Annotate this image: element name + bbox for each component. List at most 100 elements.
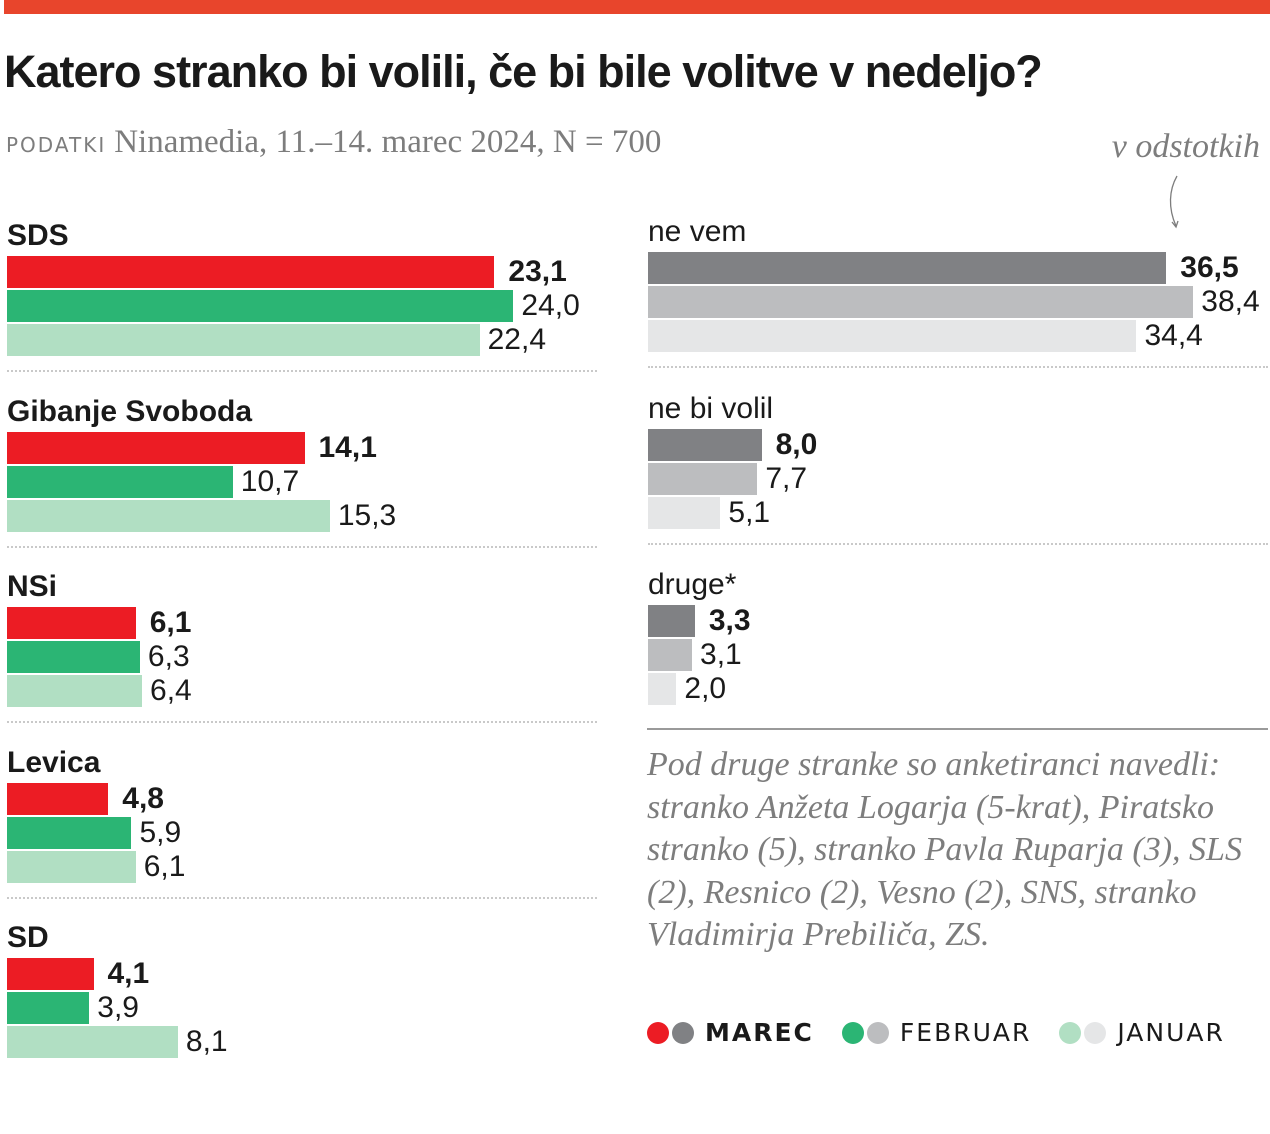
value-label: 10,7 <box>240 464 300 498</box>
bar-januar <box>7 1026 178 1058</box>
value-label: 8,1 <box>185 1025 228 1058</box>
unit-note: v odstotkih <box>1111 128 1260 165</box>
bar-januar <box>648 673 677 705</box>
bar-row: 8,0 <box>648 428 817 463</box>
bar-row: 4,1 <box>7 957 149 992</box>
value-label: 23,1 <box>508 255 567 288</box>
bar-marec <box>7 782 109 815</box>
category-label: Levica <box>7 745 101 779</box>
bar-row: 3,9 <box>7 991 139 1026</box>
value-label: 6,4 <box>150 674 192 707</box>
bar-row: 5,9 <box>7 816 181 851</box>
bar-row: 6,1 <box>7 850 185 885</box>
bar-row: 8,1 <box>7 1025 228 1060</box>
value-label: 2,0 <box>684 672 727 705</box>
legend-dot-marec <box>647 1021 669 1044</box>
bar-februar <box>648 462 758 495</box>
legend-item-marec: MAREC <box>647 1018 814 1047</box>
category-label: ne vem <box>648 215 747 248</box>
bar-row: 2,0 <box>648 672 736 707</box>
bar-januar <box>7 675 143 707</box>
bar-marec <box>648 252 1167 284</box>
bar-marec <box>648 605 695 637</box>
bar-marec <box>7 958 94 990</box>
category-label: ne bi volil <box>648 391 774 425</box>
group-divider <box>7 896 597 899</box>
value-label: 36,5 <box>1180 251 1239 284</box>
value-label: 34,4 <box>1144 319 1203 352</box>
bar-row: 6,4 <box>7 674 192 709</box>
bar-row: 24,0 <box>7 289 580 324</box>
bar-group: SD 4,1 3,9 8,1 <box>7 918 228 1060</box>
legend: MAREC FEBRUAR JANUAR <box>647 1018 1225 1047</box>
value-label: 6,1 <box>143 849 186 883</box>
bar-marec <box>7 256 495 288</box>
bar-januar <box>7 850 136 883</box>
bar-februar <box>7 290 514 322</box>
bar-row: 3,3 <box>648 604 751 639</box>
top-accent-bar <box>4 0 1270 14</box>
bar-row: 34,4 <box>648 319 1203 354</box>
category-label: SDS <box>7 219 69 252</box>
legend-dot-januar-grey <box>1084 1021 1107 1044</box>
bar-januar <box>7 324 480 356</box>
legend-label: JANUAR <box>1117 1018 1225 1047</box>
bar-marec <box>7 607 136 639</box>
footnote: Pod druge stranke so anketiranci navedli… <box>647 746 1242 953</box>
source-label: PODATKI <box>6 133 107 157</box>
legend-dot-februar-grey <box>866 1021 889 1044</box>
bar-group: ne vem 36,5 38,4 34,4 <box>648 212 1260 354</box>
bar-februar <box>7 465 233 498</box>
group-divider <box>648 542 1268 545</box>
value-label: 15,3 <box>337 498 397 532</box>
bar-row: 22,4 <box>7 323 546 358</box>
legend-dot-januar <box>1059 1021 1082 1044</box>
value-label: 5,1 <box>728 495 771 529</box>
legend-item-januar: JANUAR <box>1059 1018 1225 1047</box>
value-label: 24,0 <box>521 289 580 322</box>
value-label: 3,1 <box>700 638 742 671</box>
value-label: 14,1 <box>318 430 377 464</box>
bar-row: 3,1 <box>648 638 742 673</box>
category-label: Gibanje Svoboda <box>7 394 253 428</box>
legend-item-februar: FEBRUAR <box>841 1018 1032 1047</box>
source-line: PODATKI Ninamedia, 11.–14. marec 2024, N … <box>6 124 661 161</box>
value-label: 22,4 <box>487 323 547 356</box>
value-label: 6,3 <box>147 640 190 673</box>
bar-row: 14,1 <box>7 431 377 466</box>
bar-row: 5,1 <box>648 495 773 531</box>
legend-label: FEBRUAR <box>899 1018 1032 1047</box>
legend-dot-februar <box>841 1021 864 1044</box>
bar-row: 6,1 <box>7 606 191 641</box>
bar-row: 38,4 <box>648 285 1260 320</box>
group-divider <box>7 545 597 548</box>
bar-januar <box>648 320 1137 352</box>
value-label: 4,1 <box>107 957 150 990</box>
bar-group: Gibanje Svoboda 14,1 10,7 15,3 <box>7 392 396 534</box>
bar-row: 4,8 <box>7 782 164 817</box>
group-divider <box>648 366 1268 368</box>
footnote-divider <box>647 728 1268 730</box>
category-label: druge* <box>648 568 737 601</box>
category-label: NSi <box>7 570 58 603</box>
bar-marec <box>648 428 762 461</box>
chart-title: Katero stranko bi volili, če bi bile vol… <box>4 46 1043 97</box>
bar-row: 7,7 <box>648 462 807 497</box>
value-label: 3,9 <box>97 991 139 1024</box>
bar-row: 36,5 <box>648 251 1239 286</box>
source-text: Ninamedia, 11.–14. marec 2024, N = 700 <box>114 124 662 160</box>
bar-februar <box>7 641 140 673</box>
value-label: 4,8 <box>122 781 164 815</box>
category-label: SD <box>7 921 49 954</box>
value-label: 38,4 <box>1201 285 1260 318</box>
bar-februar <box>648 639 693 671</box>
value-label: 7,7 <box>765 461 808 495</box>
value-label: 5,9 <box>139 815 182 849</box>
legend-label: MAREC <box>705 1018 814 1047</box>
bar-group: Levica 4,8 5,9 6,1 <box>7 743 185 885</box>
value-label: 3,3 <box>708 604 751 637</box>
group-divider <box>7 370 597 372</box>
bar-februar <box>648 286 1194 318</box>
bar-februar <box>7 816 132 849</box>
bar-row: 23,1 <box>7 255 567 290</box>
